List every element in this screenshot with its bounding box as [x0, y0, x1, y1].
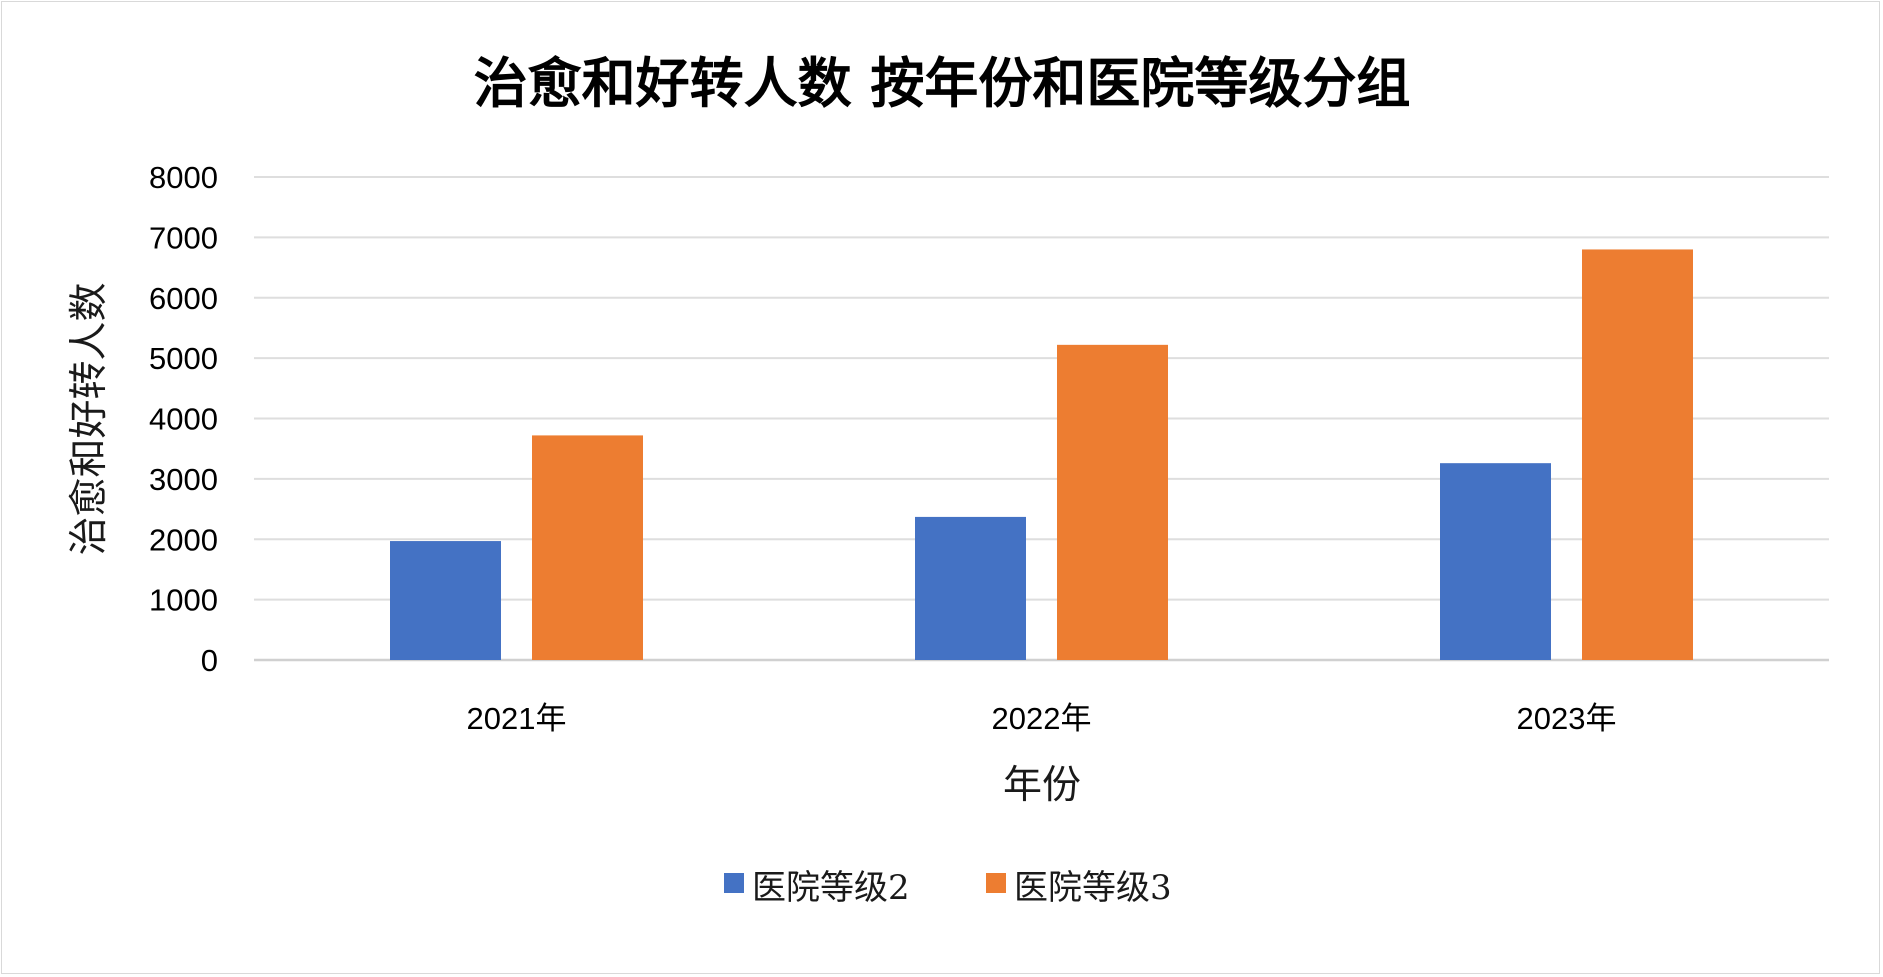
legend-swatch [986, 873, 1006, 893]
y-tick-label: 4000 [149, 402, 218, 437]
x-tick-label: 2021年 [467, 701, 567, 736]
y-tick-label: 8000 [149, 160, 218, 195]
x-axis-title: 年份 [1003, 763, 1081, 808]
x-tick-label: 2023年 [1517, 701, 1617, 736]
legend-label: 医院等级3 [1014, 868, 1172, 908]
gridlines [254, 176, 1829, 662]
legend: 医院等级2 医院等级3 [724, 868, 1172, 908]
y-tick-label: 6000 [149, 281, 218, 316]
y-tick-label: 5000 [149, 341, 218, 376]
y-tick-label: 0 [201, 643, 218, 678]
bars [390, 249, 1693, 660]
legend-label: 医院等级2 [752, 868, 910, 908]
bar-series-2-3 [1582, 249, 1693, 660]
bar-series-2-2 [1057, 344, 1168, 660]
x-tick-label: 2022年 [992, 701, 1092, 736]
legend-swatch [724, 873, 744, 893]
chart-title: 治愈和好转人数 按年份和医院等级分组 [474, 52, 1411, 115]
y-tick-label: 3000 [149, 462, 218, 497]
y-tick-label: 7000 [149, 220, 218, 255]
bar-series-1-1 [390, 541, 501, 660]
y-axis-ticks: 0 1000 2000 3000 4000 5000 6000 7000 8000 [149, 160, 218, 678]
y-tick-label: 2000 [149, 522, 218, 557]
bar-series-1-2 [915, 516, 1026, 660]
y-tick-label: 1000 [149, 583, 218, 618]
bar-series-2-1 [532, 435, 643, 660]
bar-series-1-3 [1440, 463, 1551, 660]
x-axis-ticks: 2021年 2022年 2023年 [467, 701, 1617, 736]
y-axis-title: 治愈和好转人数 [67, 282, 112, 555]
